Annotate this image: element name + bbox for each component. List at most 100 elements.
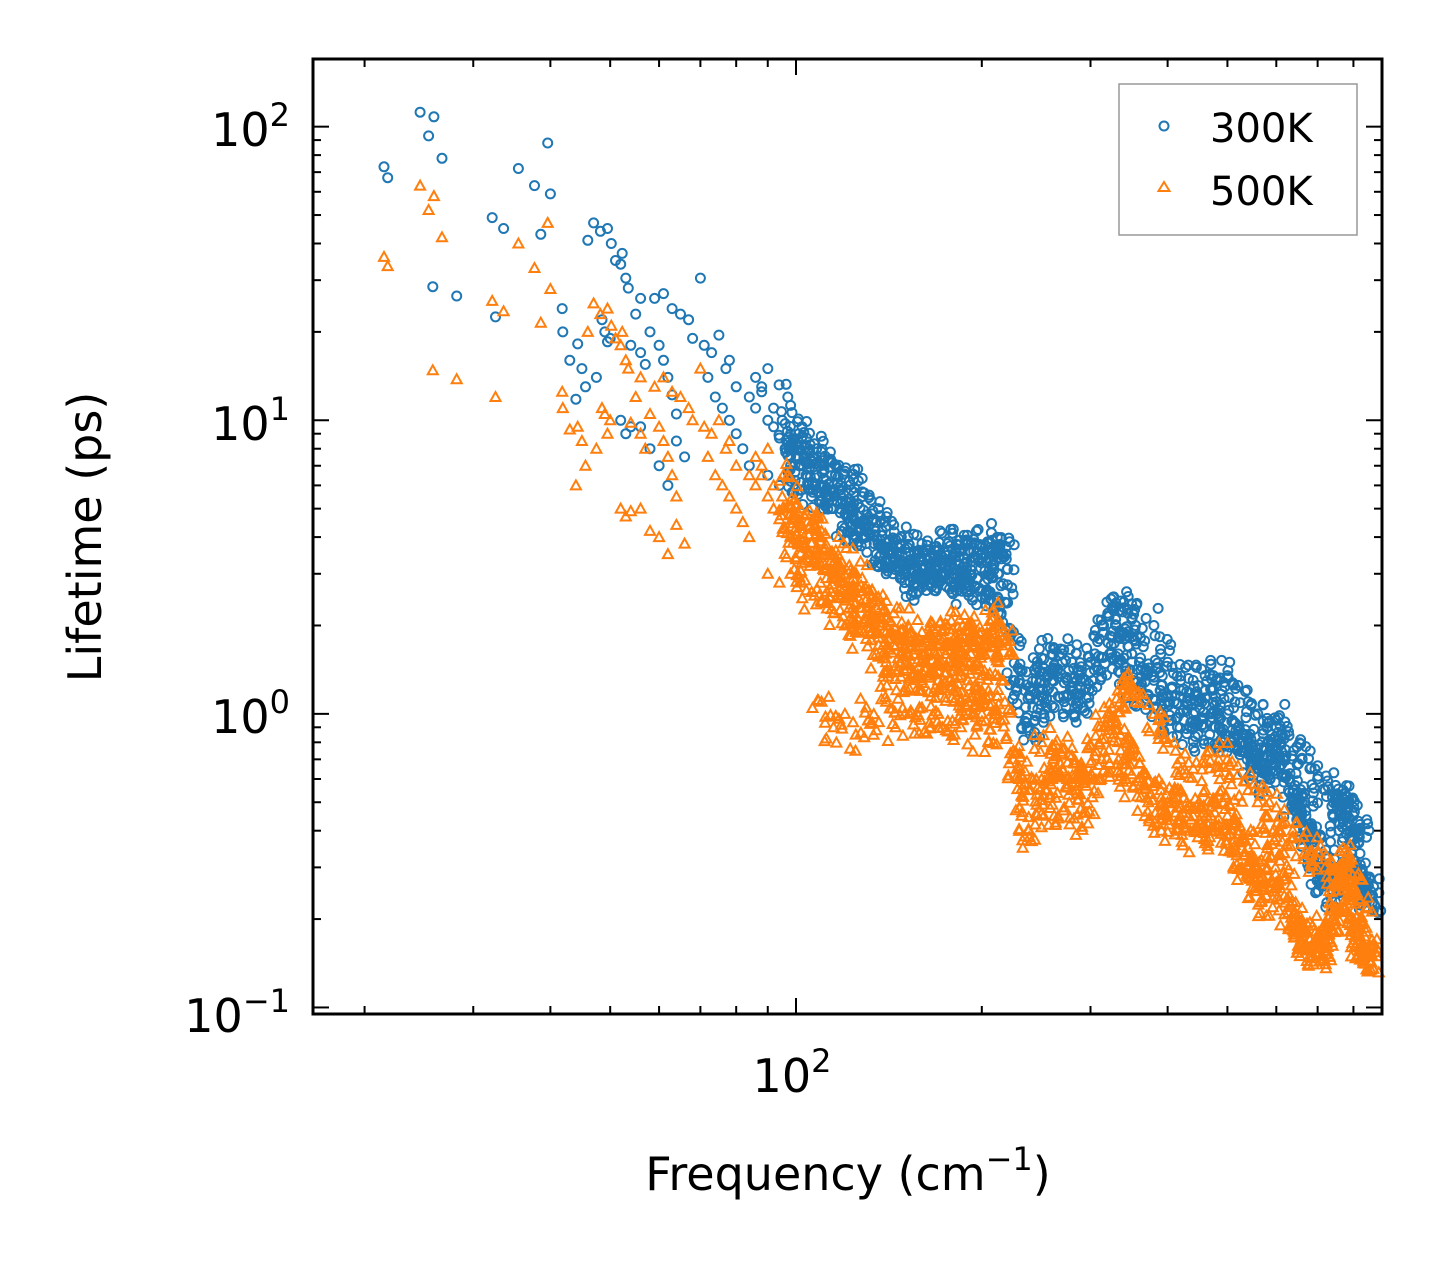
data-point-500K-356-j5 [846, 715, 860, 728]
data-point-500K-264-j2 [1255, 891, 1269, 904]
data-point-300K-295-j5 [1009, 675, 1021, 687]
data-point-300K-65 [698, 339, 710, 351]
data-point-500K-123 [775, 489, 789, 502]
data-point-300K-69 [723, 354, 735, 366]
data-point-500K-383-j2 [846, 619, 860, 632]
data-point-500K-236-j5 [1091, 786, 1105, 799]
data-point-500K-138-j4 [897, 632, 911, 645]
data-point-500K-281-j3 [1323, 894, 1337, 907]
data-point-500K-396 [961, 673, 975, 686]
data-point-500K-149-j5 [973, 671, 987, 684]
data-point-300K-135-j5 [868, 513, 880, 525]
data-point-300K-232-j4 [1041, 701, 1053, 713]
data-point-500K-312 [1231, 767, 1245, 780]
data-point-500K-383-j5 [845, 641, 860, 654]
data-point-500K-289-j2 [1349, 938, 1363, 951]
data-point-500K-336-j5 [882, 613, 897, 626]
data-point-300K-241-j4 [1136, 661, 1148, 673]
data-point-500K-170-j5 [1091, 757, 1106, 770]
data-point-500K-190 [1198, 783, 1212, 796]
data-point-300K-184-j1 [1156, 679, 1168, 691]
data-point-500K-393-j1 [934, 676, 948, 689]
data-point-300K-2 [414, 106, 426, 118]
data-point-500K-350-j4 [938, 690, 952, 703]
data-point-500K-394-j5 [951, 676, 965, 689]
data-point-500K-398-j4 [976, 668, 990, 681]
data-point-500K-323-j3 [1327, 863, 1341, 876]
data-point-300K-267-j4 [1275, 759, 1287, 771]
data-point-500K-400-j4 [1001, 701, 1016, 714]
data-point-300K-324-j5 [1341, 780, 1352, 792]
data-point-500K-39 [603, 413, 617, 426]
data-point-500K-364-j1 [978, 744, 992, 757]
data-point-300K-252-j3 [1198, 738, 1210, 750]
data-point-300K-248-j5 [1172, 697, 1184, 709]
data-point-500K-313-j5 [1232, 788, 1246, 801]
data-point-300K-256-j1 [1217, 723, 1229, 735]
data-point-500K-279-j3 [1321, 910, 1335, 923]
data-point-300K-320-j5 [1303, 753, 1314, 764]
data-point-500K-368-j5 [878, 689, 893, 702]
data-point-500K-378-j1 [790, 580, 804, 593]
data-point-300K-303-j5 [1136, 622, 1148, 634]
data-point-500K-335-j5 [876, 603, 891, 616]
data-point-300K-66 [706, 347, 718, 359]
data-point-500K-155-j4 [1020, 754, 1034, 767]
data-point-300K-368-j2 [894, 555, 906, 566]
data-point-500K-22 [569, 478, 583, 491]
data-point-500K-386-j1 [877, 664, 891, 677]
data-point-300K-327-j3 [1348, 801, 1360, 813]
data-point-300K-17 [557, 326, 569, 338]
data-point-500K-346-j2 [880, 678, 894, 691]
data-point-500K-328-j5 [1353, 911, 1367, 924]
data-point-300K-119 [750, 371, 762, 383]
data-point-500K-240-j3 [1116, 774, 1130, 787]
data-point-300K-362 [839, 522, 851, 534]
data-point-300K-306-j5 [1154, 667, 1166, 678]
data-point-500K-56 [669, 517, 684, 530]
data-point-300K-325-j3 [1333, 800, 1345, 811]
data-point-300K-303-j3 [1129, 624, 1141, 636]
data-point-300K-176-j4 [1107, 625, 1119, 637]
data-point-300K-298-j3 [1062, 633, 1074, 645]
data-point-500K-360-j5 [923, 721, 937, 734]
data-point-500K-285-j2 [1337, 902, 1352, 915]
data-point-300K-63 [687, 332, 699, 344]
data-point-300K-329-j1 [791, 453, 803, 465]
data-point-500K-129-j3 [801, 553, 816, 566]
data-point-500K-326-j4 [1338, 892, 1352, 905]
data-point-500K-293-j5 [1370, 941, 1384, 954]
data-point-300K-71 [702, 371, 714, 383]
data-point-500K-233-j3 [1048, 817, 1063, 830]
data-point-300K-172-j5 [1097, 626, 1109, 638]
data-point-500K-54 [652, 530, 666, 543]
data-point-500K-124-j4 [776, 467, 791, 480]
data-point-500K-236-j4 [1082, 804, 1096, 817]
data-point-500K-305-j5 [1153, 705, 1167, 718]
data-point-500K-380-j1 [810, 581, 824, 594]
data-point-500K-344-j4 [978, 602, 993, 615]
data-point-500K-295-j5 [1016, 770, 1030, 783]
data-point-500K-141-j4 [924, 637, 938, 650]
data-point-500K-397 [968, 678, 982, 691]
data-point-300K-8 [486, 212, 498, 224]
data-point-500K-37 [600, 426, 615, 439]
data-point-300K-23 [582, 234, 594, 246]
data-point-500K-59 [656, 370, 671, 383]
data-point-500K-73 [715, 478, 730, 491]
data-point-500K-340-j4 [934, 623, 949, 636]
data-point-300K-124-j2 [773, 379, 785, 391]
data-point-300K-328 [1361, 831, 1372, 843]
data-point-300K-312-j4 [1228, 679, 1240, 691]
data-point-500K-304-j4 [1142, 697, 1156, 710]
data-point-500K-76 [736, 515, 750, 528]
legend-marker-500K [1156, 180, 1172, 192]
data-point-300K-335-j4 [878, 516, 890, 528]
data-point-300K-40 [625, 339, 637, 351]
data-point-300K-299 [1066, 656, 1078, 668]
data-point-500K-229-j3 [1016, 840, 1030, 853]
data-point-500K-166-j4 [1061, 770, 1076, 783]
data-point-500K-399-j5 [982, 688, 997, 701]
data-point-300K-304-j2 [1139, 635, 1151, 647]
data-point-500K-196-j1 [1227, 812, 1242, 825]
